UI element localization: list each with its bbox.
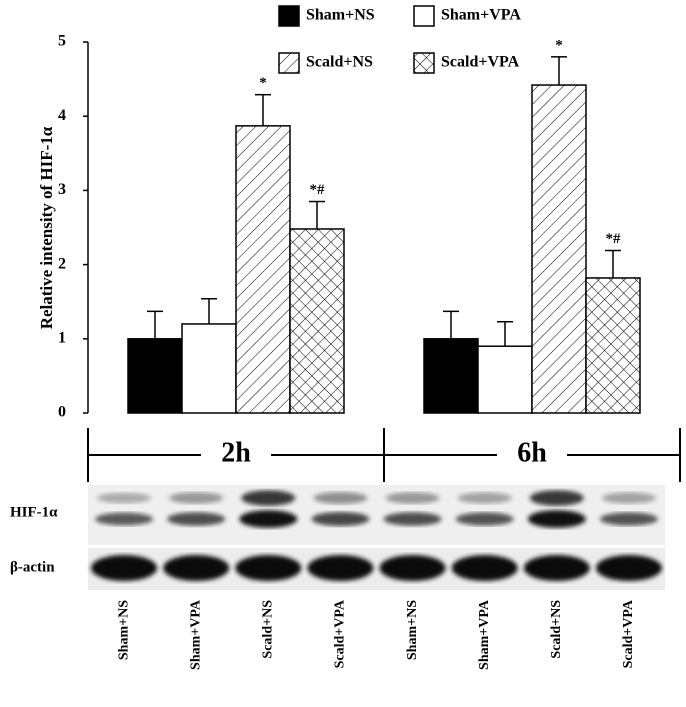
blot-row-label: β-actin <box>10 559 55 575</box>
lane-label: Scald+NS <box>261 600 276 659</box>
significance-label: * <box>259 75 267 91</box>
bar <box>423 338 479 414</box>
blot-band <box>241 490 296 506</box>
bar <box>235 125 291 414</box>
lane-label: Scald+VPA <box>621 599 636 668</box>
lane-label: Sham+VPA <box>477 599 492 670</box>
blot-band <box>595 555 662 581</box>
blot-row-label: HIF-1α <box>10 504 58 520</box>
bar <box>181 323 237 414</box>
legend-label: Sham+VPA <box>441 7 521 24</box>
legend-swatch <box>413 52 435 74</box>
blot-band <box>601 492 656 504</box>
significance-label: * <box>555 37 563 53</box>
bar <box>477 345 533 414</box>
blot-band <box>527 510 586 528</box>
legend-label: Sham+NS <box>306 7 375 24</box>
legend-swatch <box>278 52 300 74</box>
blot-band <box>455 512 514 526</box>
blot-band <box>307 555 374 581</box>
lane-label: Sham+NS <box>116 600 131 660</box>
legend-swatch <box>278 5 300 27</box>
y-tick-label: 5 <box>58 33 66 50</box>
blot-band <box>95 512 154 526</box>
x-tick-label: 2h <box>221 437 251 468</box>
blot-band <box>97 492 152 504</box>
x-tick-label: 6h <box>517 437 547 468</box>
blot-band <box>379 555 446 581</box>
blot-band <box>163 555 230 581</box>
blot-band <box>239 510 298 528</box>
group-label-bg <box>497 439 567 471</box>
significance-label: *# <box>606 231 622 247</box>
bar <box>531 84 587 414</box>
y-axis-label: Relative intensity of HIF-1α <box>37 126 56 329</box>
blot-band <box>313 492 368 504</box>
blot-band <box>529 490 584 506</box>
blot-band <box>383 512 442 526</box>
lane-label: Sham+NS <box>405 600 420 660</box>
y-tick-label: 3 <box>58 181 66 198</box>
y-tick-label: 4 <box>58 107 66 124</box>
significance-label: *# <box>310 182 326 198</box>
y-tick-label: 2 <box>58 255 66 272</box>
blot-band <box>235 555 302 581</box>
blot-band <box>599 512 658 526</box>
lane-label: Sham+VPA <box>188 599 203 670</box>
blot-band <box>523 555 590 581</box>
blot-band <box>167 512 226 526</box>
blot-band <box>311 512 370 526</box>
lane-label: Scald+NS <box>549 600 564 659</box>
blot-band <box>385 492 440 504</box>
lane-label: Scald+VPA <box>333 599 348 668</box>
legend-label: Scald+VPA <box>441 54 520 71</box>
blot-band <box>91 555 158 581</box>
blot-band <box>451 555 518 581</box>
legend-label: Scald+NS <box>306 54 373 71</box>
bar <box>127 338 183 414</box>
blot-band <box>457 492 512 504</box>
y-tick-label: 0 <box>58 404 66 421</box>
y-tick-label: 1 <box>58 329 66 346</box>
blot-band <box>169 492 224 504</box>
bar <box>585 277 641 414</box>
bar <box>289 228 345 414</box>
legend-swatch <box>413 5 435 27</box>
group-label-bg <box>201 439 271 471</box>
